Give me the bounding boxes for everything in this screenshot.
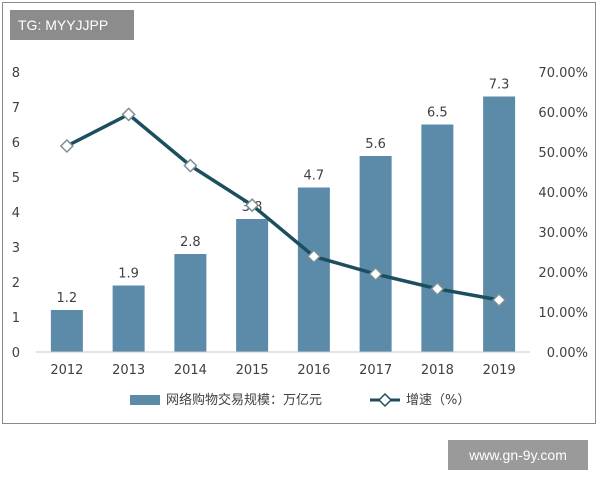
bar-data-label: 6.5 xyxy=(427,106,448,121)
line-point-marker xyxy=(59,138,74,154)
y-left-tick-label: 6 xyxy=(12,136,20,151)
y-right-tick-label: 60.00% xyxy=(538,106,588,121)
y-left-tick-label: 3 xyxy=(12,241,20,256)
x-tick-label: 2017 xyxy=(359,363,392,378)
watermark-site: www.gn-9y.com xyxy=(448,440,588,470)
bar-data-label: 5.6 xyxy=(365,137,386,152)
legend-line-marker xyxy=(377,392,393,408)
bar xyxy=(297,187,330,352)
bar-data-label: 7.3 xyxy=(489,78,510,93)
y-right-tick-label: 0.00% xyxy=(547,346,588,361)
bar xyxy=(236,219,269,352)
bar xyxy=(50,310,83,352)
y-left-tick-label: 2 xyxy=(12,276,20,291)
x-tick-label: 2019 xyxy=(483,363,516,378)
line-point-marker xyxy=(492,292,507,308)
x-tick-label: 2012 xyxy=(50,363,83,378)
growth-line xyxy=(66,112,500,302)
y-right-tick-label: 30.00% xyxy=(538,226,588,241)
bar xyxy=(483,96,516,352)
line-point-marker xyxy=(368,266,383,282)
bar xyxy=(174,254,207,352)
line-point-marker xyxy=(121,107,136,122)
bar xyxy=(112,285,145,352)
legend-line-label: 增速（%） xyxy=(406,393,470,408)
x-tick-label: 2016 xyxy=(297,363,330,378)
y-left-tick-label: 7 xyxy=(12,101,20,116)
y-right-tick-label: 20.00% xyxy=(538,266,588,281)
watermark-tag: TG: MYYJJPP xyxy=(10,10,134,40)
x-tick-label: 2018 xyxy=(421,363,454,378)
line-point-marker xyxy=(183,158,198,173)
y-left-tick-label: 4 xyxy=(12,206,20,221)
y-left-tick-label: 1 xyxy=(12,311,20,326)
bar xyxy=(359,156,392,352)
x-tick-label: 2013 xyxy=(112,363,145,378)
bar-data-label: 1.9 xyxy=(118,267,139,282)
line-point-marker xyxy=(306,249,321,264)
y-left-tick-label: 8 xyxy=(12,66,20,81)
line-point-marker xyxy=(430,281,445,296)
y-right-tick-label: 40.00% xyxy=(538,186,588,201)
y-left-tick-label: 5 xyxy=(12,171,20,186)
legend-bar-label: 网络购物交易规模：万亿元 xyxy=(166,392,322,408)
line-point-marker xyxy=(245,198,260,213)
y-right-tick-label: 10.00% xyxy=(538,306,588,321)
bar-data-label: 1.2 xyxy=(57,291,78,306)
x-tick-label: 2014 xyxy=(174,363,207,378)
y-right-tick-label: 50.00% xyxy=(538,146,588,161)
y-right-tick-label: 70.00% xyxy=(538,66,588,81)
legend-bar-swatch xyxy=(130,395,160,405)
bar xyxy=(421,124,454,352)
x-tick-label: 2015 xyxy=(236,363,269,378)
y-left-tick-label: 0 xyxy=(12,346,20,361)
bar-data-label: 4.7 xyxy=(304,169,325,184)
bar-data-label: 2.8 xyxy=(180,235,201,250)
